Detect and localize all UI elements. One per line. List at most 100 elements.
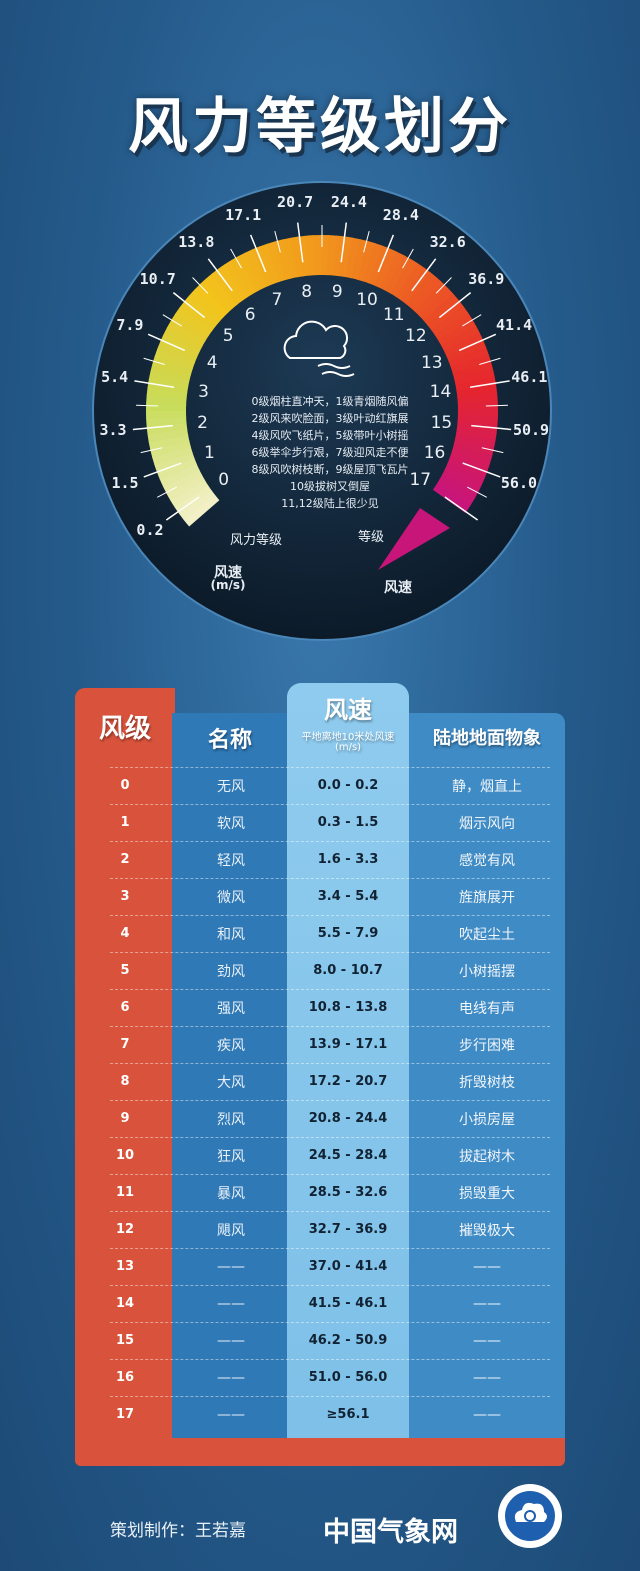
desc-line: 11,12级陆上很少见 [281,497,379,510]
level-label: 风力等级 [230,533,283,548]
gauge-arc-segment [410,277,444,313]
gauge-arc-segment [157,341,198,364]
gauge-description: 0级烟柱直冲天，1级青烟随风偏 2级风来吹脸面，3级叶动红旗展 4级风吹飞纸片，… [215,393,445,512]
gauge-tick [340,222,348,263]
cell-speed: 41.5 - 46.1 [308,1296,388,1311]
cell-name: 狂风 [217,1148,245,1165]
row-separator [110,1322,550,1323]
gauge-arc-segment [434,312,473,341]
row-separator [110,989,550,990]
gauge-arc-segment [146,394,187,406]
gauge-arc-segment [431,305,469,336]
cell-speed: 46.2 - 50.9 [308,1333,388,1348]
gauge-tick [479,357,501,365]
gauge-tick [143,462,182,478]
gauge-arc-segment [211,268,243,306]
row-separator [110,878,550,879]
gauge-tick [296,222,304,263]
cell-level: 1 [120,815,130,830]
gauge-arc-segment [217,263,248,302]
cell-speed: 37.0 - 41.4 [308,1259,388,1274]
cell-land: 感觉有风 [459,852,515,869]
table-row: 0 无风 0.0 - 0.2 静，烟直上 [75,767,565,804]
row-separator [110,1174,550,1175]
gauge-speed-label: 1.5 [111,473,139,492]
gauge-tick [132,424,173,431]
gauge-tick [467,486,487,498]
gauge-arc-segment [152,355,193,376]
gauge-tick [469,380,510,388]
gauge-arc-segment [439,473,479,500]
cell-name: —— [217,1332,245,1349]
gauge-arc-segment [162,468,203,495]
gauge-arc-segment [183,494,220,527]
gauge-tick [485,404,508,407]
level-label-right: 等级 [358,530,385,545]
gauge-arc-segment [362,243,384,284]
gauge-arc-segment [442,467,482,493]
gauge-arc-segment [457,408,498,418]
cell-land: —— [473,1332,501,1349]
desc-line: 8级风吹树枝断，9级屋顶飞瓦片 [251,463,409,476]
gauge-arc-segment [289,236,304,278]
gauge-arc-segment [166,474,206,502]
cell-level: 13 [115,1259,135,1274]
table-row: 17 —— ≥56.1 —— [75,1396,565,1433]
gauge-arc-segment [312,235,322,276]
gauge-arc-segment [159,333,200,358]
gauge-arc-segment [450,354,492,374]
gauge-level-label: 1 [204,442,215,463]
table-row: 8 大风 17.2 - 20.7 折毁树枝 [75,1063,565,1100]
header-speed: 风速 [324,696,372,724]
cell-level: 6 [120,1000,130,1015]
header-speed-unit: (m/s) [334,742,362,753]
table-row: 12 飓风 32.7 - 36.9 摧毁极大 [75,1211,565,1248]
speed-label-right: 风速 [384,580,412,596]
gauge-arc-segment [147,428,189,443]
cell-name: 暴风 [217,1185,245,1202]
cell-name: —— [217,1406,245,1423]
gauge-arc-segment [414,282,449,317]
gauge-arc-segment [178,489,216,521]
cell-name: 无风 [217,778,245,795]
cell-speed: 0.0 - 0.2 [317,778,379,793]
name-column-bg [172,713,288,1438]
gauge-arc-segment [150,363,192,381]
cell-land: 折毁树枝 [459,1074,515,1091]
cell-level: 7 [120,1037,130,1052]
gauge-tick [444,496,479,521]
gauge-tick [402,248,414,269]
cell-land: 损毁重大 [459,1185,515,1202]
gauge-arc-segment [405,272,438,309]
table-row: 13 —— 37.0 - 41.4 —— [75,1248,565,1285]
row-separator [110,1063,550,1064]
gauge-tick [165,496,200,521]
gauge-arc-segment [156,457,197,480]
desc-line: 0级烟柱直冲天，1级青烟随风偏 [251,395,409,408]
cell-level: 8 [120,1074,130,1089]
gauge-speed-label: 7.9 [116,316,144,335]
row-separator [110,1137,550,1138]
gauge-arc-segment [437,318,477,346]
row-separator [110,1248,550,1249]
gauge-level-label: 5 [222,326,234,347]
cell-speed: 20.8 - 24.4 [308,1111,388,1126]
table-row: 11 暴风 28.5 - 32.6 损毁重大 [75,1174,565,1211]
cell-level: 3 [120,889,130,904]
cell-speed: 51.0 - 56.0 [308,1370,388,1385]
gauge-tick [249,234,267,273]
cell-name: 飓风 [217,1222,245,1239]
gauge-arc-segment [457,400,498,410]
brand-name: 中国气象网 [323,1517,458,1548]
speed-arrow-head [378,508,450,570]
gauge-arc-segment [146,386,188,399]
cell-name: 烈风 [217,1111,245,1128]
gauge-arc-segment [154,452,195,473]
gauge-speed-label: 41.4 [496,316,533,335]
gauge-level-label: 9 [331,281,343,302]
desc-line: 10级拔树又倒屋 [290,480,370,493]
gauge-arc-segment [150,440,191,458]
gauge-arc-segment [304,235,316,276]
gauge-arc-segment [205,273,238,309]
cell-name: 和风 [217,926,245,943]
